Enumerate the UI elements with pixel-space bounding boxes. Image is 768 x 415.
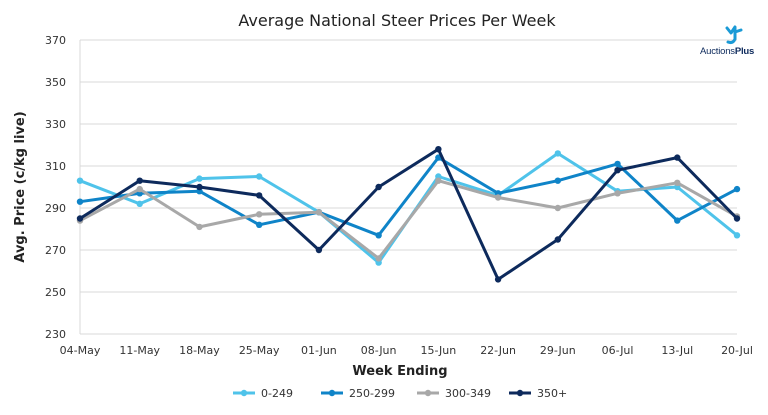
data-point — [196, 223, 203, 231]
series-line — [78, 147, 739, 281]
data-point — [614, 167, 621, 174]
data-point — [674, 217, 681, 224]
legend-swatch-marker — [516, 389, 524, 397]
data-point — [315, 246, 323, 254]
data-point — [554, 177, 562, 184]
data-point — [435, 146, 442, 153]
data-point — [494, 194, 502, 201]
legend: 0-249 250-299 300-349 350+ — [233, 387, 567, 400]
data-point — [255, 211, 263, 218]
data-point — [435, 177, 442, 184]
legend-label: 250-299 — [349, 387, 395, 400]
x-tick-label: 04-May — [60, 344, 101, 357]
data-point — [76, 215, 84, 222]
data-point — [136, 177, 143, 184]
x-axis-label: Week Ending — [352, 364, 447, 379]
data-point — [614, 190, 621, 197]
data-point — [315, 209, 323, 216]
data-point — [255, 221, 263, 228]
series-lines — [76, 146, 741, 283]
x-tick-label: 15-Jun — [420, 344, 456, 357]
y-tick-label: 270 — [45, 244, 66, 257]
data-point — [733, 215, 741, 222]
legend-item: 0-249 — [233, 387, 293, 400]
data-point — [554, 204, 562, 212]
data-point — [136, 185, 143, 193]
legend-swatch-marker — [240, 389, 248, 397]
data-point — [733, 185, 741, 193]
data-point — [733, 232, 741, 239]
x-tick-label: 22-Jun — [480, 344, 516, 357]
x-tick-label: 29-Jun — [540, 344, 576, 357]
auctionsplus-logo-text: AuctionsPlus — [700, 46, 755, 57]
x-tick-label: 11-May — [119, 344, 160, 357]
data-point — [76, 177, 84, 184]
data-point — [76, 198, 84, 205]
data-point — [375, 255, 382, 262]
y-tick-label: 230 — [45, 328, 66, 341]
chart-title: Average National Steer Prices Per Week — [238, 11, 556, 30]
x-tick-label: 20-Jul — [721, 344, 753, 357]
x-tick-label: 06-Jul — [602, 344, 634, 357]
legend-label: 300-349 — [445, 387, 491, 400]
y-axis-ticks: 230 250 270 290 310 330 350 370 — [45, 34, 66, 341]
data-point — [614, 160, 621, 168]
series-line — [78, 179, 739, 260]
y-axis-label: Avg. Price (c/kg live) — [13, 111, 28, 262]
legend-item: 300-349 — [417, 387, 491, 400]
auctionsplus-logo: AuctionsPlus — [700, 24, 764, 58]
gridlines — [79, 39, 737, 335]
x-axis-ticks: 04-May 11-May 18-May 25-May 01-Jun 08-Jun 15-J… — [60, 344, 753, 357]
x-tick-label: 01-Jun — [301, 344, 337, 357]
y-tick-label: 290 — [45, 202, 66, 215]
data-point — [196, 175, 203, 182]
x-tick-label: 08-Jun — [361, 344, 397, 357]
series-350+ — [76, 146, 741, 283]
legend-item: 350+ — [509, 387, 567, 400]
y-tick-label: 250 — [45, 286, 66, 299]
data-point — [554, 150, 562, 157]
x-tick-label: 18-May — [179, 344, 220, 357]
data-point — [136, 200, 143, 207]
data-point — [674, 154, 681, 161]
x-tick-label: 25-May — [239, 344, 280, 357]
y-tick-label: 310 — [45, 160, 66, 173]
legend-label: 350+ — [537, 387, 567, 400]
y-tick-label: 370 — [45, 34, 66, 47]
data-point — [375, 183, 382, 191]
data-point — [494, 276, 502, 283]
y-tick-label: 330 — [45, 118, 66, 131]
legend-item: 250-299 — [321, 387, 395, 400]
data-point — [255, 173, 263, 180]
series-300-349 — [76, 177, 741, 262]
data-point — [255, 192, 263, 199]
legend-swatch-marker — [328, 389, 336, 397]
data-point — [196, 183, 203, 191]
legend-label: 0-249 — [261, 387, 293, 400]
auctionsplus-logo-icon — [725, 25, 743, 45]
data-point — [674, 179, 681, 186]
data-point — [554, 236, 562, 243]
x-tick-label: 13-Jul — [661, 344, 693, 357]
data-point — [375, 232, 382, 239]
legend-swatch-marker — [424, 389, 432, 397]
series-line — [78, 156, 739, 237]
y-tick-label: 350 — [45, 76, 66, 89]
